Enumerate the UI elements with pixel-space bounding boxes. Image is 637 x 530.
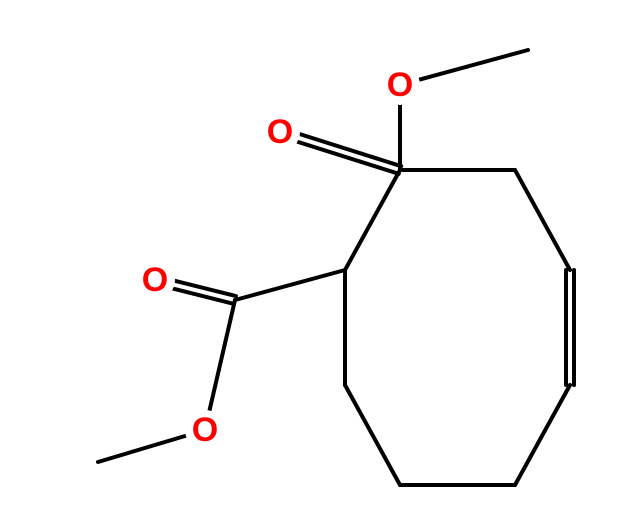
atom-label-o: O [192, 411, 218, 449]
atom-label-o: O [142, 261, 168, 299]
bond [515, 385, 570, 485]
bond [98, 436, 186, 462]
atom-label-o: O [387, 66, 413, 104]
atom-label-o: O [267, 113, 293, 151]
bond [345, 385, 400, 485]
bond-double [300, 134, 401, 166]
bond [235, 270, 345, 300]
bond-double [175, 281, 236, 296]
bond [515, 170, 570, 270]
atoms-layer: O O O O [135, 65, 420, 450]
bond-double [173, 289, 234, 304]
bond-double [298, 142, 399, 174]
bond [345, 170, 400, 270]
bond [209, 300, 235, 411]
bond [419, 50, 528, 80]
molecule-diagram: O O O O [0, 0, 637, 530]
